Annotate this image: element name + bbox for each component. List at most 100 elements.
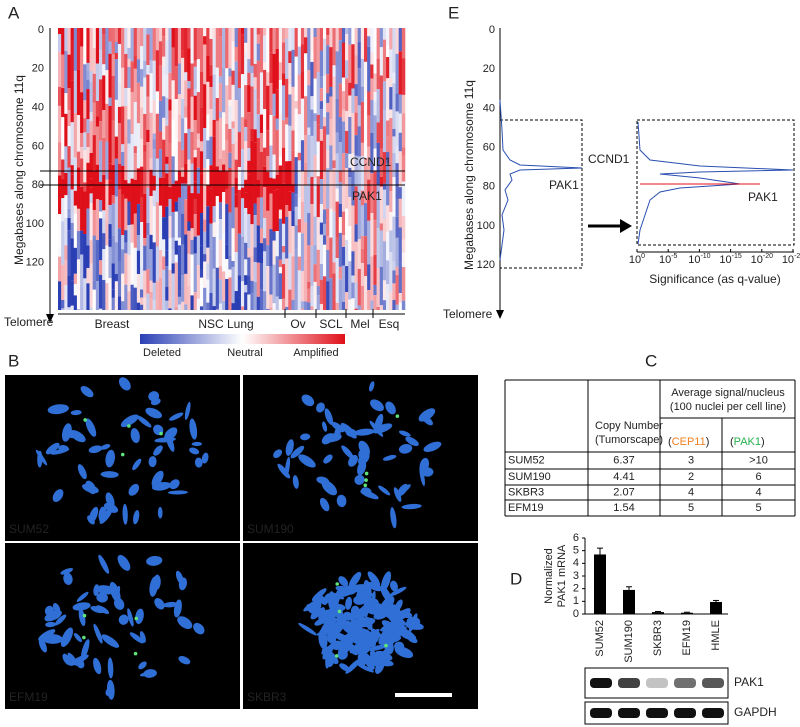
- heatmap-cell: [373, 91, 377, 102]
- heatmap-cell: [313, 113, 317, 122]
- heatmap-cell: [177, 245, 182, 291]
- gene-label: PAK1: [549, 178, 579, 192]
- heatmap-cell: [285, 161, 289, 206]
- heatmap-cell: [300, 301, 305, 309]
- heatmap-cell: [382, 189, 387, 219]
- heatmap-cell: [300, 271, 305, 302]
- heatmap-cell: [111, 120, 116, 166]
- chromosome: [52, 602, 61, 614]
- heatmap-cell: [92, 289, 97, 310]
- heatmap-cell: [348, 261, 352, 300]
- heatmap-cell: [152, 100, 157, 134]
- heatmap-cell: [382, 183, 387, 190]
- heatmap-cell: [367, 264, 371, 291]
- heatmap-cell: [58, 214, 62, 249]
- heatmap-cell: [203, 84, 207, 128]
- heatmap-cell: [272, 93, 276, 116]
- heatmap-cell: [373, 101, 377, 116]
- heatmap-cell: [127, 201, 131, 225]
- heatmap-cell: [294, 194, 299, 207]
- heatmap-cell: [389, 87, 393, 110]
- chromosome: [345, 596, 353, 610]
- heatmap-cell: [140, 86, 144, 108]
- heatmap-cell: [291, 210, 295, 227]
- chromosome: [189, 447, 200, 455]
- gene-label: CCND1: [350, 155, 392, 169]
- heatmap-cell: [313, 244, 317, 265]
- heatmap-cell: [111, 195, 116, 204]
- heatmap-cell: [376, 306, 381, 310]
- blot-band: [618, 708, 640, 718]
- y-tick-label: 120: [26, 257, 44, 269]
- heatmap-cell: [89, 81, 93, 113]
- heatmap-cell: [105, 141, 109, 180]
- chromosome: [93, 584, 100, 596]
- heatmap-cell: [158, 177, 163, 206]
- heatmap-cell: [386, 57, 390, 79]
- table-cell: 2: [688, 471, 694, 483]
- heatmap-cell: [162, 96, 166, 118]
- heatmap-cell: [228, 105, 232, 129]
- heatmap-cell: [187, 159, 191, 186]
- heatmap-cell: [237, 233, 242, 276]
- heatmap-cell: [247, 294, 251, 310]
- heatmap-cell: [310, 176, 314, 205]
- heatmap-cell: [326, 45, 330, 75]
- heatmap-cell: [124, 284, 128, 310]
- heatmap-cell: [281, 85, 286, 121]
- heatmap-cell: [199, 269, 204, 278]
- chromosome: [323, 454, 333, 464]
- heatmap-cell: [64, 113, 68, 147]
- heatmap-cell: [70, 174, 75, 190]
- heatmap-cell: [162, 75, 166, 97]
- heatmap-cell: [199, 151, 204, 174]
- heatmap-cell: [203, 287, 207, 310]
- group-label: SCL: [319, 317, 343, 331]
- chromosome: [132, 458, 142, 471]
- heatmap-cell: [127, 143, 131, 184]
- heatmap-cell: [313, 37, 317, 79]
- heatmap-cell: [275, 296, 280, 310]
- heatmap-cell: [332, 262, 336, 274]
- heatmap-cell: [247, 160, 251, 175]
- heatmap-cell: [386, 260, 390, 285]
- heatmap-cell: [111, 263, 116, 290]
- heatmap-cell: [83, 278, 87, 310]
- heatmap-cell: [250, 86, 254, 129]
- heatmap-cell: [278, 165, 283, 210]
- heatmap-cell: [288, 161, 292, 192]
- chromosome: [401, 503, 422, 510]
- x-tick-label: SUM52: [594, 620, 606, 657]
- heatmap-cell: [222, 67, 226, 113]
- heatmap-cell: [244, 275, 248, 285]
- heatmap-cell: [181, 149, 185, 168]
- heatmap-cell: [190, 193, 194, 229]
- heatmap-cell: [206, 184, 210, 207]
- heatmap-cell: [351, 171, 355, 206]
- chromosome: [367, 644, 387, 651]
- heatmap-cell: [266, 266, 270, 309]
- heatmap-cell: [184, 234, 188, 274]
- chromosome: [50, 448, 70, 455]
- heatmap-cell: [247, 85, 251, 113]
- heatmap-cell: [389, 118, 393, 162]
- chromosome: [321, 645, 334, 655]
- heatmap-cell: [363, 157, 368, 204]
- heatmap-cell: [300, 233, 305, 272]
- heatmap-cell: [253, 28, 258, 55]
- probe-signal: [134, 616, 139, 621]
- heatmap-cell: [294, 108, 299, 132]
- chromosome: [120, 414, 139, 428]
- heatmap-cell: [250, 293, 254, 310]
- heatmap-cell: [373, 73, 377, 92]
- heatmap-cell: [316, 114, 321, 125]
- heatmap-cell: [326, 102, 330, 113]
- heatmap-cell: [313, 264, 317, 282]
- heatmap-cell: [218, 219, 223, 240]
- heatmap-cell: [250, 255, 254, 281]
- heatmap-cell: [152, 133, 157, 140]
- heatmap-cell: [231, 267, 235, 304]
- chromosome: [385, 401, 396, 415]
- heatmap-cell: [168, 198, 172, 216]
